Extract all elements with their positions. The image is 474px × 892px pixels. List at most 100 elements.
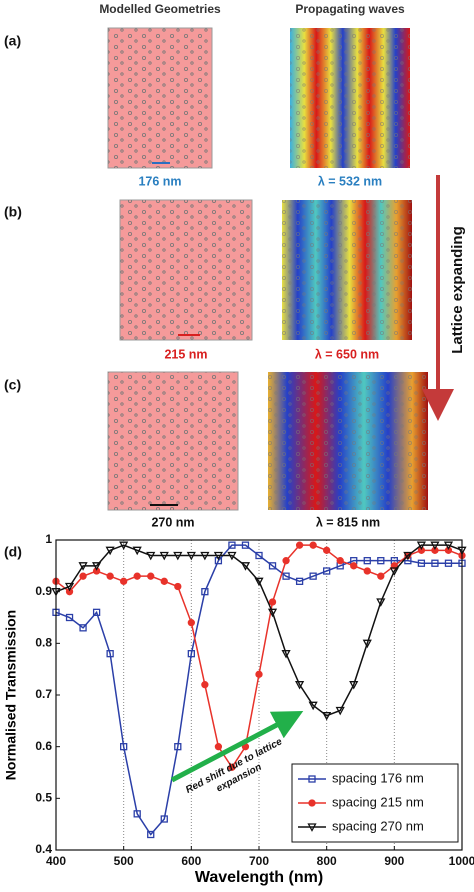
marker: [228, 541, 236, 549]
legend-label: spacing 176 nm: [332, 770, 424, 785]
marker: [444, 559, 453, 567]
x-axis-label: Wavelength (nm): [195, 869, 323, 886]
spacing-label: 270 nm: [151, 515, 194, 529]
chart: 400 500 600 700 800 900 1000 0.4 0.5 0.6 0.7 0.8 0.9…: [3, 532, 474, 886]
marker: [120, 743, 128, 751]
particles: [120, 200, 252, 340]
marker: [174, 582, 182, 591]
marker: [403, 551, 413, 561]
x-tick-label: 700: [249, 854, 269, 868]
spacing-label: 215 nm: [164, 347, 207, 361]
marker: [132, 546, 142, 556]
particles: [108, 372, 238, 510]
marker: [64, 582, 75, 592]
marker: [309, 572, 317, 580]
particles: [290, 28, 410, 168]
spacing-label: 176 nm: [138, 174, 181, 188]
marker: [106, 650, 114, 658]
marker: [227, 551, 237, 561]
marker: [213, 551, 223, 561]
marker: [336, 557, 344, 565]
marker: [443, 541, 454, 551]
marker: [268, 562, 277, 570]
y-tick-label: 0.8: [35, 636, 52, 650]
marker: [308, 701, 318, 711]
marker: [323, 546, 331, 554]
marker: [295, 541, 304, 549]
marker: [201, 588, 209, 596]
marker: [323, 567, 331, 575]
marker: [295, 577, 304, 585]
wavelength-label: λ = 815 nm: [316, 515, 380, 529]
marker: [133, 572, 141, 580]
marker: [79, 624, 87, 632]
marker: [240, 562, 251, 571]
marker: [228, 763, 236, 771]
marker: [78, 562, 88, 571]
particles: [282, 200, 412, 340]
marker: [92, 608, 101, 616]
marker: [377, 557, 385, 565]
marker: [147, 572, 155, 580]
marker: [65, 613, 74, 622]
marker: [187, 650, 195, 658]
panel-label: (d): [4, 544, 22, 560]
marker: [120, 577, 128, 585]
marker: [241, 541, 250, 549]
marker: [106, 572, 114, 580]
marker: [173, 551, 183, 561]
marker: [214, 743, 223, 751]
marker: [92, 562, 102, 571]
marker: [363, 567, 371, 575]
marker: [186, 551, 196, 561]
panel-label: (b): [4, 204, 22, 220]
marker: [417, 559, 426, 567]
legend-label: spacing 270 nm: [332, 818, 424, 833]
marker: [281, 650, 291, 659]
marker: [390, 562, 398, 570]
marker: [200, 551, 210, 561]
x-tick-label: 400: [46, 854, 66, 868]
marker: [282, 572, 290, 580]
marker: [363, 557, 371, 565]
marker: [105, 546, 115, 556]
marker: [133, 810, 141, 818]
marker: [295, 681, 305, 690]
marker: [349, 681, 359, 690]
column-title: Modelled Geometries: [99, 2, 221, 16]
y-tick-label: 0.5: [35, 791, 52, 805]
particles: [268, 372, 428, 510]
marker: [268, 598, 277, 606]
x-tick-label: 500: [114, 854, 134, 868]
legend-label: spacing 215 nm: [332, 794, 424, 809]
marker: [160, 815, 168, 823]
y-tick-label: 0.4: [35, 842, 52, 856]
x-tick-label: 600: [181, 854, 201, 868]
marker: [282, 557, 290, 565]
wavelength-label: λ = 650 nm: [315, 347, 379, 361]
marker: [254, 577, 264, 587]
y-tick-label: 0.9: [35, 584, 52, 598]
legend-marker: [307, 823, 317, 832]
x-tick-label: 800: [317, 854, 337, 868]
x-tick-label: 1000: [449, 854, 474, 868]
y-axis-label: Normalised Transmission: [3, 610, 19, 780]
marker: [377, 572, 385, 580]
panel-label: (a): [4, 33, 21, 49]
series-line: [55, 544, 462, 836]
marker: [376, 598, 386, 607]
marker: [431, 559, 439, 567]
marker: [201, 681, 209, 689]
marker: [187, 619, 195, 627]
marker: [430, 541, 440, 551]
marker: [255, 670, 263, 678]
marker: [416, 541, 426, 551]
marker: [350, 562, 358, 570]
marker: [146, 551, 156, 561]
plot-frame: [55, 539, 463, 851]
legend-marker: [308, 799, 316, 807]
marker: [79, 572, 87, 580]
marker: [309, 541, 317, 549]
particles: [108, 28, 212, 168]
